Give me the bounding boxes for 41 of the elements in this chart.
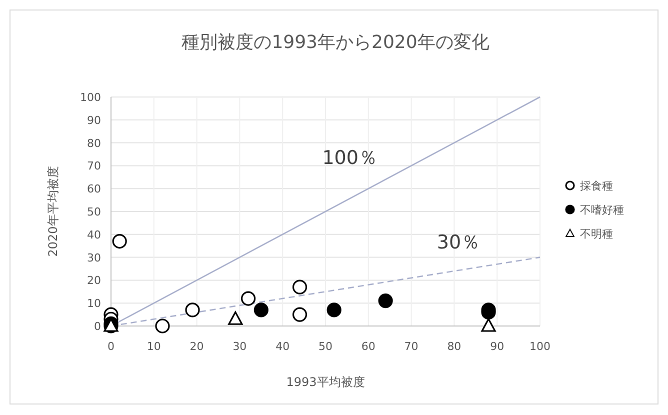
x-tick-label: 90: [490, 340, 504, 353]
x-tick-label: 40: [276, 340, 290, 353]
point: [240, 291, 256, 306]
point: [292, 280, 308, 294]
annotation: 30％: [436, 231, 480, 254]
x-tick-label: 80: [447, 340, 462, 353]
x-tick-label: 50: [318, 340, 332, 353]
x-tick-label: 60: [361, 340, 376, 353]
y-tick-label: 60: [87, 182, 101, 196]
point: [481, 318, 496, 332]
y-tick-label: 10: [87, 297, 101, 310]
point: [155, 318, 170, 334]
y-tick-label: 40: [87, 228, 101, 242]
point: [326, 302, 342, 318]
y-tick-label: 70: [87, 160, 101, 173]
x-tick-label: 0: [108, 340, 114, 353]
y-tick-label: 50: [87, 206, 101, 218]
y-tick-label: 0: [94, 320, 101, 333]
y-tick-label: 100: [80, 91, 101, 104]
x-tick-label: 100: [530, 340, 550, 353]
point: [292, 307, 308, 322]
chart-title: 種別被度の1993年から2020年の変化: [182, 32, 490, 53]
point: [254, 302, 268, 318]
point: [112, 234, 127, 249]
x-tick-label: 20: [190, 340, 204, 353]
point: [228, 311, 243, 325]
y-tick-label: 20: [87, 274, 101, 288]
x-tick-label: 70: [404, 340, 418, 353]
x-tick-label: 10: [146, 340, 161, 353]
x-axis-title: 1993平均被度: [286, 375, 365, 389]
legend-label: 不嗜好種: [580, 204, 624, 216]
y-axis-title: 2020年平均被度: [46, 166, 60, 257]
y-tick-label: 90: [87, 114, 101, 127]
x-tick-label: 30: [232, 340, 247, 353]
y-tick-label: 80: [87, 136, 101, 150]
annotation: 100％: [322, 147, 378, 170]
point: [378, 294, 393, 308]
legend-label: 採食種: [580, 180, 613, 192]
y-tick-label: 30: [87, 251, 101, 264]
legend-label: 不明種: [580, 228, 613, 240]
point: [185, 302, 200, 318]
